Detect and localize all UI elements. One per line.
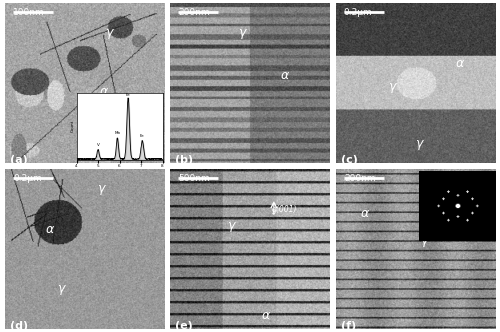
Text: γ: γ	[227, 218, 234, 231]
Text: α: α	[456, 57, 464, 70]
Text: (a): (a)	[10, 155, 28, 165]
Text: (b): (b)	[175, 155, 194, 165]
Text: 100nm: 100nm	[13, 8, 44, 17]
Text: γ: γ	[415, 137, 422, 150]
Text: α: α	[46, 223, 54, 236]
Text: α: α	[100, 85, 108, 98]
Text: (f): (f)	[340, 321, 356, 331]
Text: γ: γ	[104, 26, 112, 39]
Text: 0.2μm: 0.2μm	[13, 174, 42, 183]
Text: γ: γ	[388, 80, 396, 93]
Text: 200nm: 200nm	[344, 174, 376, 183]
Text: α: α	[360, 208, 368, 220]
Text: γ: γ	[97, 182, 104, 195]
Text: (e): (e)	[175, 321, 193, 331]
Text: (c): (c)	[340, 155, 357, 165]
Text: g(001): g(001)	[272, 205, 298, 213]
Text: α: α	[281, 69, 289, 82]
Text: 200nm: 200nm	[178, 8, 210, 17]
Text: 0.2μm: 0.2μm	[344, 8, 372, 17]
Text: γ: γ	[420, 234, 427, 247]
Text: γ: γ	[238, 26, 246, 39]
Text: α: α	[262, 309, 270, 322]
Text: γ: γ	[57, 282, 64, 295]
Text: 500nm: 500nm	[178, 174, 210, 183]
Text: (d): (d)	[10, 321, 28, 331]
